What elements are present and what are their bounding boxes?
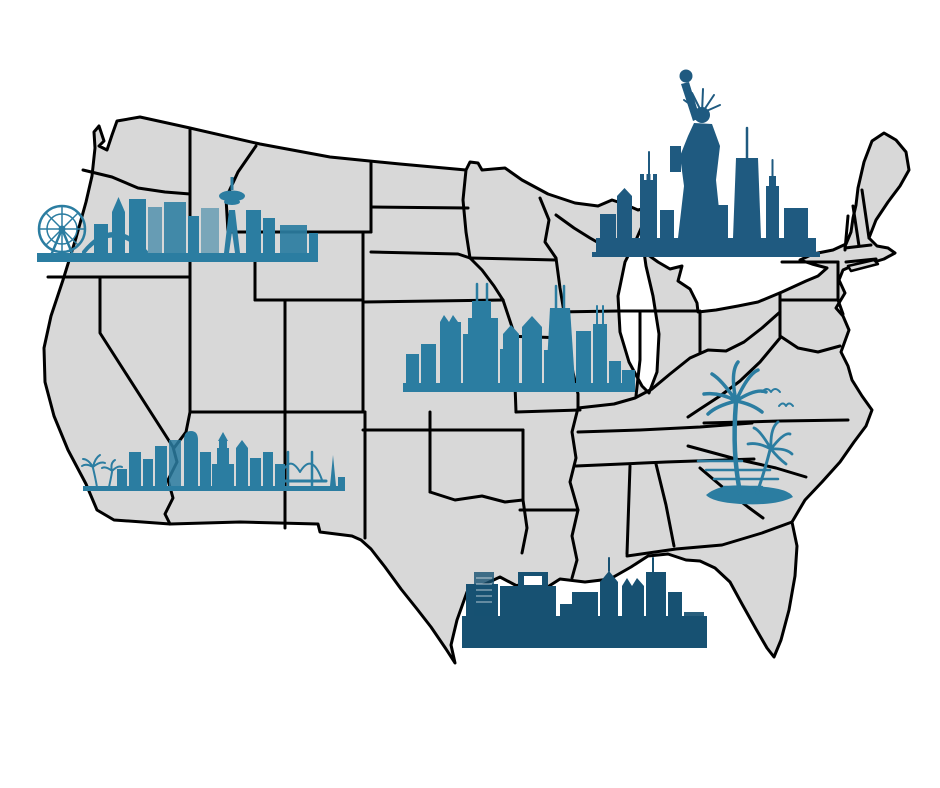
skyline-base: [403, 383, 635, 392]
skyline-baseline: [462, 640, 707, 648]
long-island: [846, 258, 880, 273]
building: [246, 210, 261, 253]
building: [600, 214, 616, 240]
building: [155, 446, 167, 486]
building: [117, 469, 127, 486]
building: [148, 207, 162, 253]
antenna-tower: [593, 305, 607, 383]
building: [188, 216, 199, 253]
gulf-coast-skyline: [462, 557, 707, 648]
building: [463, 334, 471, 383]
building: [421, 344, 436, 383]
palm-island-beach: [696, 360, 794, 505]
one-world-trade-icon: [733, 126, 761, 238]
building: [275, 464, 285, 486]
striped-tower-icon: [474, 572, 494, 616]
john-hancock-icon: [546, 284, 575, 383]
spired-building: [617, 188, 632, 240]
skyline-base: [83, 486, 345, 491]
smith-tower-icon: [112, 197, 125, 253]
state-borders: [46, 128, 878, 580]
building: [263, 218, 275, 253]
building: [94, 224, 108, 253]
us-bank-tower-icon: [184, 431, 198, 486]
building: [250, 458, 261, 486]
skyline-base: [37, 253, 318, 262]
island-icon: [706, 485, 793, 505]
skyline-solid-base: [462, 616, 707, 642]
building: [129, 199, 146, 253]
building: [263, 452, 273, 486]
castle-tower-icon: [640, 151, 657, 240]
building: [280, 225, 307, 253]
skyline-base-lip: [592, 252, 820, 257]
frame-top-tower-icon: [518, 572, 548, 590]
peaked-tower: [503, 325, 519, 383]
space-needle-icon: [219, 177, 245, 253]
building: [406, 354, 419, 383]
skyline-base: [596, 238, 816, 256]
seagull-icon: [761, 388, 794, 407]
building: [609, 361, 621, 383]
new-york-skyline: [592, 69, 820, 257]
palm-tree-small-icon: [746, 420, 794, 495]
city-hall-icon: [212, 432, 234, 486]
building: [784, 208, 808, 238]
diamond-top-tower: [522, 316, 542, 383]
palm-tree-large-icon: [702, 360, 768, 496]
building: [201, 208, 219, 253]
seattle-skyline: [37, 177, 318, 262]
empire-state-icon: [766, 159, 779, 238]
building: [143, 459, 153, 486]
building: [338, 477, 345, 486]
building: [660, 210, 674, 240]
wheel-hub: [58, 225, 66, 233]
peaked-tower: [236, 440, 248, 486]
building: [309, 233, 318, 253]
suspension-bridge-icon: [275, 450, 328, 488]
crown-building: [440, 315, 461, 383]
building: [576, 331, 591, 383]
obelisk: [330, 455, 336, 486]
willis-tower-icon: [468, 282, 498, 383]
statue-of-liberty-icon: [670, 69, 722, 238]
chicago-skyline: [403, 282, 635, 392]
los-angeles-skyline: [81, 431, 345, 491]
building: [129, 452, 141, 486]
building: [200, 452, 211, 486]
building: [169, 440, 181, 486]
building: [164, 202, 186, 253]
palm-trees-small-icon: [81, 454, 123, 488]
building: [712, 205, 728, 238]
